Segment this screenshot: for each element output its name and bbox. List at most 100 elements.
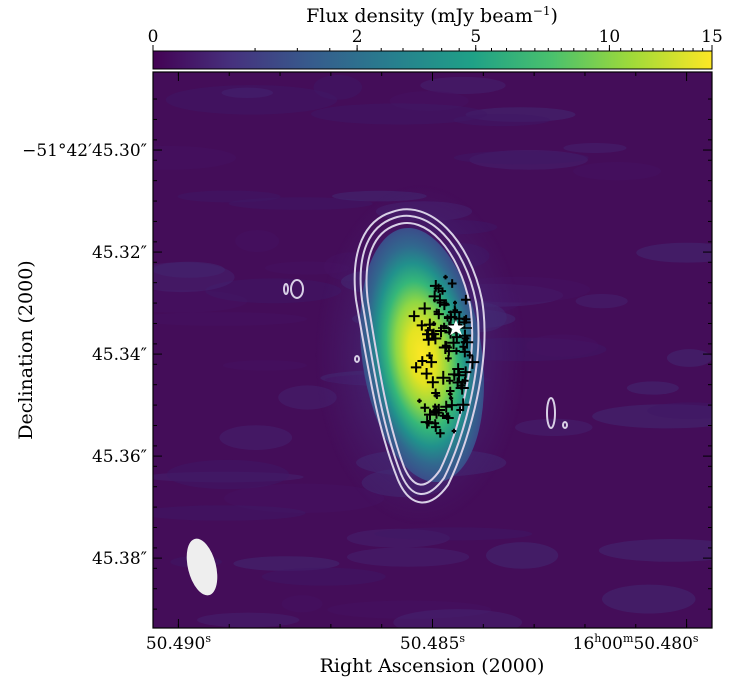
maser-spot <box>443 314 452 322</box>
noise-ripple <box>420 76 506 94</box>
maser-spot <box>417 398 422 404</box>
contour-inner <box>365 222 474 486</box>
noise-ripple <box>166 459 290 490</box>
maser-spot <box>452 300 458 305</box>
noise-ripple <box>563 142 627 153</box>
maser-spot <box>420 367 433 380</box>
maser-spot <box>439 412 447 420</box>
maser-spot <box>423 408 436 421</box>
maser-spot <box>432 403 445 417</box>
maser-spot <box>408 310 420 322</box>
maser-spot <box>416 320 427 331</box>
maser-spot <box>447 279 457 288</box>
maser-spot <box>465 355 480 369</box>
colorbar-gradient <box>152 50 713 70</box>
contour-middle <box>359 214 480 495</box>
colorbar-label: Flux density (mJy beam−1) <box>306 4 558 27</box>
noise-ripple <box>165 85 338 115</box>
maser-spot <box>433 308 444 320</box>
noise-ripple <box>393 609 523 628</box>
contour-blob-right <box>546 397 556 429</box>
contour-blob-mid <box>354 355 360 363</box>
y-tick-label: 45.32″ <box>92 243 147 263</box>
maser-spot <box>440 400 453 413</box>
maser-spot <box>447 305 462 320</box>
maser-spot <box>422 333 435 346</box>
noise-ripple <box>389 91 469 111</box>
noise-ripple <box>469 149 588 170</box>
x-tick-label: 50.490s <box>146 632 211 654</box>
maser-spot <box>447 336 460 350</box>
noise-ripple <box>153 312 308 326</box>
beam-ellipse <box>186 538 218 596</box>
maser-spot <box>431 388 441 398</box>
maser-spot <box>426 376 439 389</box>
maser-spot <box>452 347 460 355</box>
colorbar-tick-label: 0 <box>148 27 159 47</box>
maser-spot <box>429 279 442 292</box>
contour-outer <box>353 208 486 504</box>
maser-spot <box>426 352 433 359</box>
noise-ripple <box>153 289 248 313</box>
maser-spot <box>410 362 422 373</box>
noise-ripple <box>666 349 712 367</box>
noise-ripple <box>261 567 386 586</box>
noise-ripple <box>222 360 307 371</box>
contours <box>283 208 568 504</box>
y-tick-label: 45.34″ <box>92 345 147 365</box>
noise-ripple <box>235 230 280 253</box>
y-tick-label: 45.36″ <box>92 447 147 467</box>
noise-ripple <box>153 145 237 170</box>
maser-spot <box>445 386 455 396</box>
maser-spot <box>418 302 431 315</box>
x-tick-label: 50.485s <box>400 632 465 654</box>
maser-spot <box>461 339 467 345</box>
noise-ripple <box>573 162 662 181</box>
noise-ripple <box>228 197 373 210</box>
noise-ripple <box>453 113 551 127</box>
y-axis-label: Declination (2000) <box>15 260 37 439</box>
y-tick-label: −51°42′45.30″ <box>22 141 147 161</box>
colorbar-tick-label: 15 <box>701 27 723 47</box>
colorbar-tick-label: 5 <box>470 27 481 47</box>
x-tick-label: 16h00m50.480s <box>573 632 699 654</box>
noise-ripple <box>177 190 281 203</box>
maser-spot <box>432 403 438 410</box>
noise-ripple <box>327 600 492 619</box>
noise-ripple <box>515 418 593 436</box>
noise-ripple <box>153 261 225 278</box>
noise-ripple <box>224 483 385 513</box>
noise-ripple <box>453 151 589 165</box>
noise-ripple <box>264 261 350 275</box>
colorbar-tick-label: 10 <box>599 27 621 47</box>
maser-spot <box>451 428 457 434</box>
noise-ripple <box>153 471 304 483</box>
noise-ripple <box>346 547 470 567</box>
noise-ripple <box>592 404 712 429</box>
y-tick-label: 45.38″ <box>92 549 147 569</box>
noise-ripple <box>374 527 533 541</box>
maser-spot <box>459 378 466 385</box>
maser-spot <box>438 287 447 295</box>
noise-ripple <box>205 278 342 304</box>
maser-spot <box>461 294 471 305</box>
maser-spot <box>447 313 455 321</box>
noise-ripple <box>626 381 679 395</box>
maser-spot <box>444 355 452 362</box>
maser-spot <box>425 356 437 368</box>
noise-ripple <box>486 542 559 569</box>
noise-ripple <box>526 334 599 357</box>
maser-spots <box>408 274 480 438</box>
colorbar-tick-label: 2 <box>352 27 363 47</box>
maser-spot <box>435 428 445 438</box>
maser-spot <box>466 352 473 359</box>
maser-spot <box>447 368 461 381</box>
maser-spot <box>417 356 428 366</box>
maser-spot <box>446 377 454 385</box>
noise-ripple <box>636 242 712 263</box>
x-axis-label: Right Ascension (2000) <box>320 655 545 677</box>
noise-ripple <box>313 74 363 100</box>
noise-ripple <box>598 538 712 562</box>
noise-ripple <box>465 107 576 122</box>
